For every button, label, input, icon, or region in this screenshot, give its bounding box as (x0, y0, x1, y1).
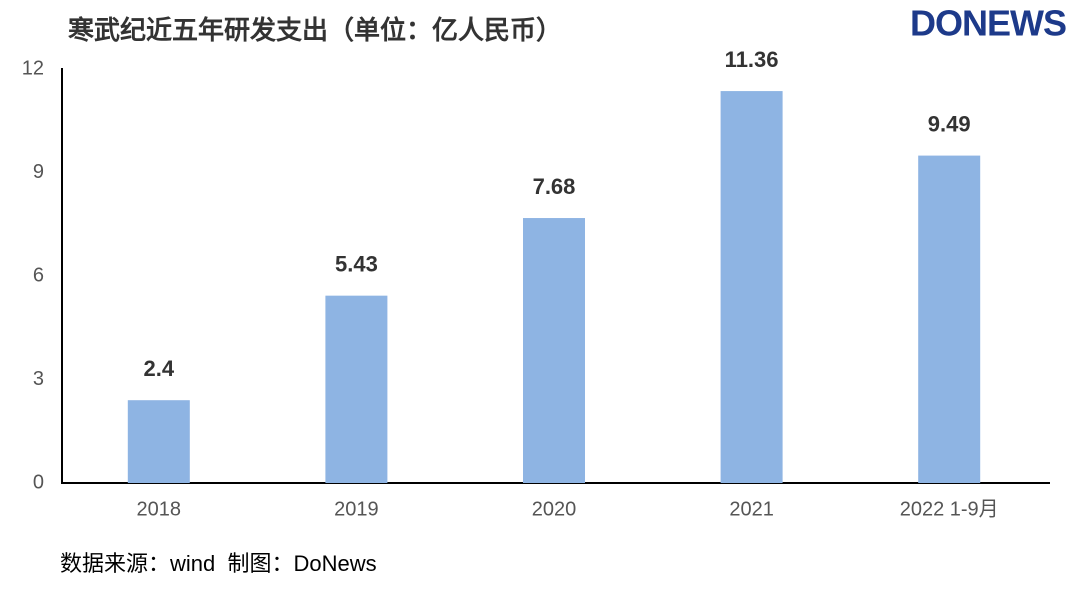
source-note: 数据来源：wind 制图：DoNews (60, 551, 377, 576)
data-label: 9.49 (928, 111, 971, 136)
y-tick-label: 9 (33, 161, 44, 183)
y-tick-label: 0 (33, 471, 44, 493)
data-label: 2.4 (144, 356, 175, 381)
data-label: 5.43 (335, 251, 378, 276)
x-tick-label: 2018 (137, 498, 182, 520)
bar (127, 400, 190, 483)
x-tick-label: 2021 (729, 498, 774, 520)
y-tick-label: 3 (33, 368, 44, 390)
bar (325, 295, 388, 483)
logo: DONEWS (910, 3, 1066, 44)
x-tick-label: 2020 (532, 498, 577, 520)
bar (720, 91, 783, 483)
chart-title: 寒武纪近五年研发支出（单位：亿人民币） (68, 15, 562, 45)
x-tick-label: 2019 (334, 498, 379, 520)
data-label: 7.68 (533, 174, 576, 199)
data-label: 11.36 (725, 47, 779, 72)
x-tick-label: 2022 1-9月 (900, 498, 999, 520)
y-tick-label: 6 (33, 264, 44, 286)
bar (918, 155, 981, 483)
y-tick-label: 12 (22, 57, 44, 79)
bar (523, 218, 585, 484)
